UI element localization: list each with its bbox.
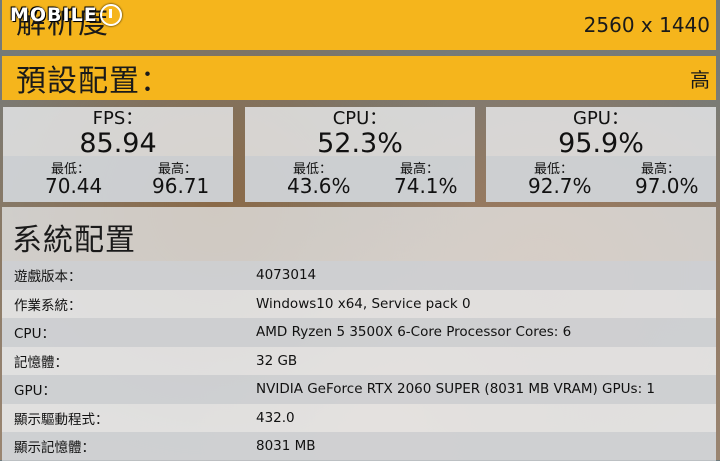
gpu-range: 最低： 92.7% 最高： 97.0% — [486, 156, 716, 202]
preset-label: 預設配置： — [16, 64, 171, 99]
cpu-max-label: 最高： — [400, 162, 440, 177]
gpu-stat-panel: GPU： 95.9% 最低： 92.7% 最高： 97.0% — [486, 107, 716, 202]
row-key: 作業系統： — [14, 297, 82, 314]
fps-stat-panel: FPS： 85.94 最低： 70.44 最高： 96.71 — [3, 107, 233, 202]
cpu-range: 最低： 43.6% 最高： 74.1% — [245, 156, 475, 202]
row-key: 顯示記憶體： — [14, 440, 95, 457]
resolution-label: 解析度 — [16, 6, 109, 41]
fps-title: FPS： — [92, 108, 144, 129]
cpu-average: 52.3% — [317, 128, 403, 159]
row-value: AMD Ryzen 5 3500X 6-Core Processor Cores… — [256, 324, 572, 341]
system-config-title: 系統配置 — [12, 223, 136, 258]
cpu-min-label: 最低： — [293, 162, 333, 177]
preset-bar: 預設配置： 高 — [2, 56, 716, 100]
cpu-title: CPU： — [332, 108, 388, 129]
row-value: NVIDIA GeForce RTX 2060 SUPER (8031 MB V… — [256, 381, 655, 398]
row-value: 8031 MB — [256, 438, 316, 455]
row-key: 記憶體： — [14, 354, 68, 371]
cpu-max: 最高： 74.1% — [360, 156, 475, 202]
gpu-max-value: 97.0% — [635, 174, 699, 198]
fps-average: 85.94 — [79, 128, 157, 159]
logo-text: MOBILE — [10, 4, 98, 26]
table-row: 顯示記憶體： 8031 MB — [2, 432, 716, 461]
fps-min: 最低： 70.44 — [3, 156, 118, 202]
logo-mark-icon — [99, 4, 122, 26]
gpu-min-label: 最低： — [534, 162, 574, 177]
gpu-min: 最低： 92.7% — [486, 156, 601, 202]
gpu-max-label: 最高： — [641, 162, 681, 177]
row-value: 432.0 — [256, 409, 295, 426]
fps-max-value: 96.71 — [152, 174, 210, 198]
gpu-max: 最高： 97.0% — [601, 156, 716, 202]
system-config-panel: 系統配置 遊戲版本： 4073014 作業系統： Windows10 x64, … — [2, 207, 716, 461]
resolution-bar: 解析度 2560 x 1440 — [2, 0, 716, 50]
cpu-min: 最低： 43.6% — [245, 156, 360, 202]
table-row: 記憶體： 32 GB — [2, 346, 716, 375]
table-row: 遊戲版本： 4073014 — [2, 261, 716, 290]
cpu-max-value: 74.1% — [394, 174, 458, 198]
resolution-value: 2560 x 1440 — [583, 13, 710, 37]
row-value: Windows10 x64, Service pack 0 — [256, 295, 471, 312]
row-value: 32 GB — [256, 352, 298, 369]
gpu-title: GPU： — [573, 108, 629, 129]
fps-min-label: 最低： — [51, 162, 91, 177]
system-config-table: 遊戲版本： 4073014 作業系統： Windows10 x64, Servi… — [2, 261, 716, 461]
row-key: 遊戲版本： — [14, 269, 82, 286]
row-value: 4073014 — [256, 267, 317, 284]
fps-min-value: 70.44 — [45, 174, 103, 198]
fps-max-label: 最高： — [158, 162, 198, 177]
row-key: GPU： — [14, 383, 56, 400]
fps-max: 最高： 96.71 — [118, 156, 233, 202]
fps-range: 最低： 70.44 最高： 96.71 — [3, 156, 233, 202]
table-row: CPU： AMD Ryzen 5 3500X 6-Core Processor … — [2, 318, 716, 347]
row-key: CPU： — [14, 326, 55, 343]
cpu-stat-panel: CPU： 52.3% 最低： 43.6% 最高： 74.1% — [245, 107, 475, 202]
watermark-logo: MOBILE — [10, 4, 122, 26]
cpu-min-value: 43.6% — [287, 174, 351, 198]
gpu-min-value: 92.7% — [528, 174, 592, 198]
gpu-average: 95.9% — [558, 128, 644, 159]
table-row: 顯示驅動程式： 432.0 — [2, 403, 716, 432]
table-row: GPU： NVIDIA GeForce RTX 2060 SUPER (8031… — [2, 375, 716, 404]
row-key: 顯示驅動程式： — [14, 411, 109, 428]
preset-value: 高 — [690, 67, 710, 92]
table-row: 作業系統： Windows10 x64, Service pack 0 — [2, 289, 716, 318]
